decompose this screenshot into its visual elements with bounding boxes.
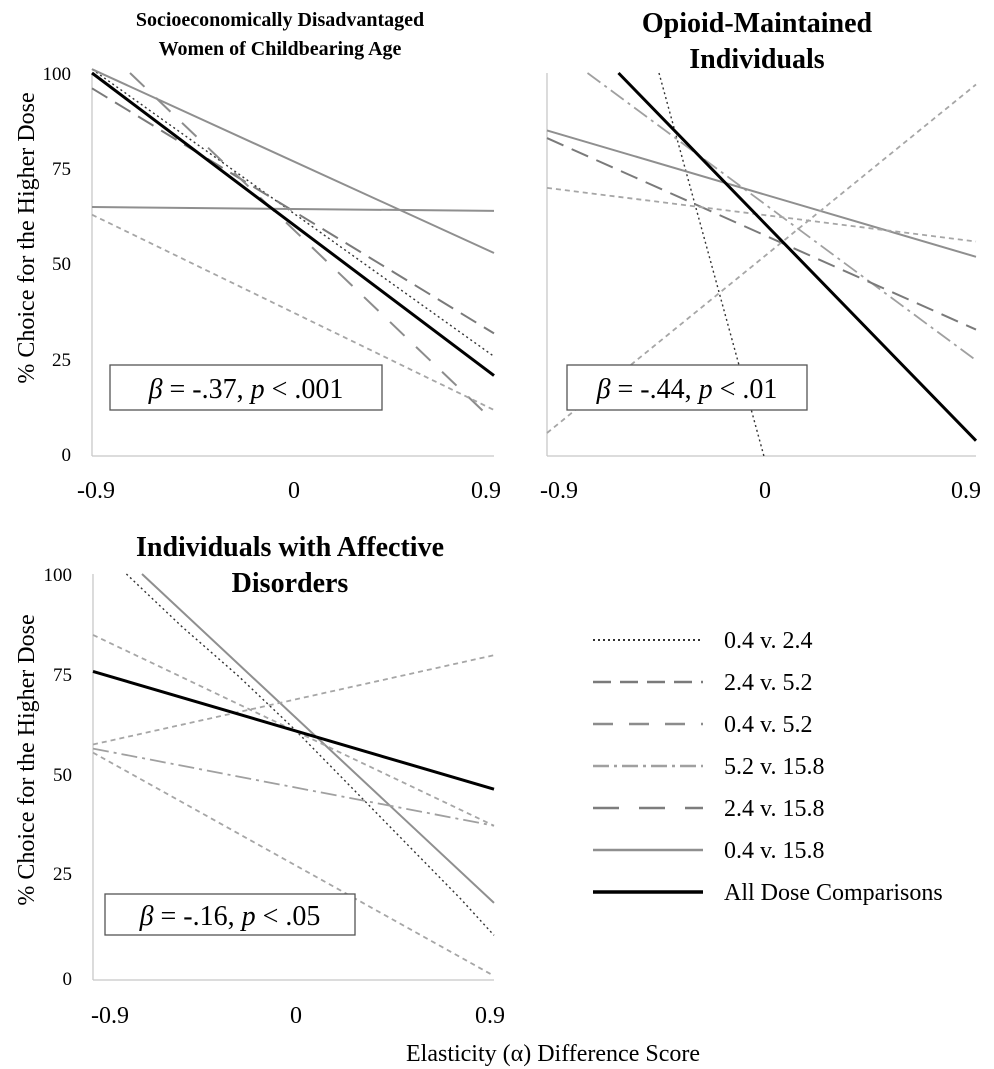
series-line-unlabeled: [92, 654, 495, 746]
y-tick-labels: 100 75 50 25 0: [44, 565, 73, 990]
series-line-5-2-v-15-8: [92, 747, 495, 827]
series-line-all-dose-comparisons: [91, 71, 495, 377]
stat-text: β = -.16, p < .05: [139, 901, 321, 932]
series-line-0-4-v-2-4: [125, 573, 495, 936]
p-symbol: p: [249, 374, 265, 405]
y-axis-label: % Choice for the Higher Dose: [14, 614, 40, 905]
y-tick-label: 25: [52, 350, 71, 371]
panel-title-line-1: Socioeconomically Disadvantaged: [136, 9, 424, 31]
series-line-unlabeled: [546, 187, 977, 243]
y-tick-label: 75: [52, 159, 71, 180]
beta-symbol: β: [148, 374, 163, 405]
y-tick-label: 75: [53, 665, 72, 686]
y-tick-label: 100: [44, 565, 73, 586]
series-line-2-4-v-5-2: [546, 137, 977, 331]
series-line-all-dose-comparisons: [92, 669, 495, 791]
x-tick-label: -0.9: [91, 1003, 129, 1029]
series-line-unlabeled: [92, 634, 495, 827]
stat-box: [104, 893, 356, 936]
stat-text: β = -.44, p < .01: [596, 374, 778, 405]
series-lines: [91, 68, 495, 423]
legend-label: 2.4 v. 15.8: [724, 796, 824, 822]
stat-box: [109, 364, 383, 411]
series-line-unlabeled: [92, 751, 495, 977]
series-lines: [92, 573, 495, 977]
stat-annotation: β = -.37, p < .001: [109, 364, 383, 411]
panel-opioid-maintained: Opioid-Maintained Individuals -0.9 0 0.9…: [540, 8, 981, 504]
panel-affective-disorders: Individuals with Affective Disorders % C…: [14, 532, 505, 1029]
series-line-0-4-v-15-8: [546, 129, 977, 258]
panel-title-line-1: Opioid-Maintained: [642, 8, 873, 39]
p-value: < .01: [713, 374, 778, 405]
x-tick-label: 0: [759, 478, 771, 504]
panel-women-childbearing-age: Socioeconomically Disadvantaged Women of…: [14, 9, 501, 504]
x-tick-label: -0.9: [77, 478, 115, 504]
panel-title-line-2: Women of Childbearing Age: [159, 38, 402, 60]
legend: 0.4 v. 2.4 2.4 v. 5.2 0.4 v. 5.2 5.2 v. 15.…: [593, 628, 943, 906]
series-line-2-4-v-5-2: [91, 87, 495, 335]
panel-title-line-1: Individuals with Affective: [136, 532, 444, 563]
y-tick-label: 0: [62, 445, 72, 466]
y-tick-label: 50: [52, 254, 71, 275]
x-axis-label: Elasticity (α) Difference Score: [406, 1041, 700, 1067]
stat-text: β = -.37, p < .001: [148, 374, 344, 405]
stat-annotation: β = -.44, p < .01: [566, 364, 808, 411]
beta-value: = -.44,: [611, 374, 699, 405]
beta-value: = -.16,: [154, 901, 242, 932]
p-symbol: p: [697, 374, 713, 405]
series-line-0-4-v-15-8: [91, 68, 495, 254]
p-value: < .001: [265, 374, 344, 405]
x-tick-labels: -0.9 0 0.9: [540, 478, 981, 504]
x-tick-label: 0.9: [951, 478, 981, 504]
series-line-all-dose-comparisons: [617, 71, 978, 442]
x-tick-label: 0: [288, 478, 300, 504]
series-line-0-4-v-5-2: [129, 72, 495, 423]
x-tick-labels: -0.9 0 0.9: [91, 1003, 505, 1029]
p-symbol: p: [240, 901, 256, 932]
p-value: < .05: [256, 901, 321, 932]
legend-label: 2.4 v. 5.2: [724, 670, 812, 696]
stat-annotation: β = -.16, p < .05: [104, 893, 356, 936]
legend-label: 0.4 v. 15.8: [724, 838, 824, 864]
legend-label: 5.2 v. 15.8: [724, 754, 824, 780]
legend-label: All Dose Comparisons: [724, 880, 943, 906]
legend-label: 0.4 v. 5.2: [724, 712, 812, 738]
y-axis-label: % Choice for the Higher Dose: [14, 92, 40, 383]
series-line-0-4-v-15-8: [91, 206, 495, 212]
y-tick-label: 100: [43, 64, 72, 85]
panel-title-line-2: Disorders: [232, 568, 349, 599]
legend-label: 0.4 v. 2.4: [724, 628, 812, 654]
y-tick-labels: 100 75 50 25 0: [43, 64, 72, 466]
series-line-0-4-v-2-4: [91, 68, 495, 357]
y-tick-label: 25: [53, 864, 72, 885]
series-line-unlabeled: [91, 213, 495, 411]
y-tick-label: 50: [53, 765, 72, 786]
stat-box: [566, 364, 808, 411]
beta-symbol: β: [596, 374, 611, 405]
x-tick-label: 0.9: [471, 478, 501, 504]
y-tick-label: 0: [63, 969, 73, 990]
panel-title-line-2: Individuals: [689, 44, 825, 75]
x-tick-label: 0.9: [475, 1003, 505, 1029]
beta-value: = -.37,: [163, 374, 251, 405]
x-tick-label: 0: [290, 1003, 302, 1029]
beta-symbol: β: [139, 901, 154, 932]
x-tick-labels: -0.9 0 0.9: [77, 478, 501, 504]
x-tick-label: -0.9: [540, 478, 578, 504]
